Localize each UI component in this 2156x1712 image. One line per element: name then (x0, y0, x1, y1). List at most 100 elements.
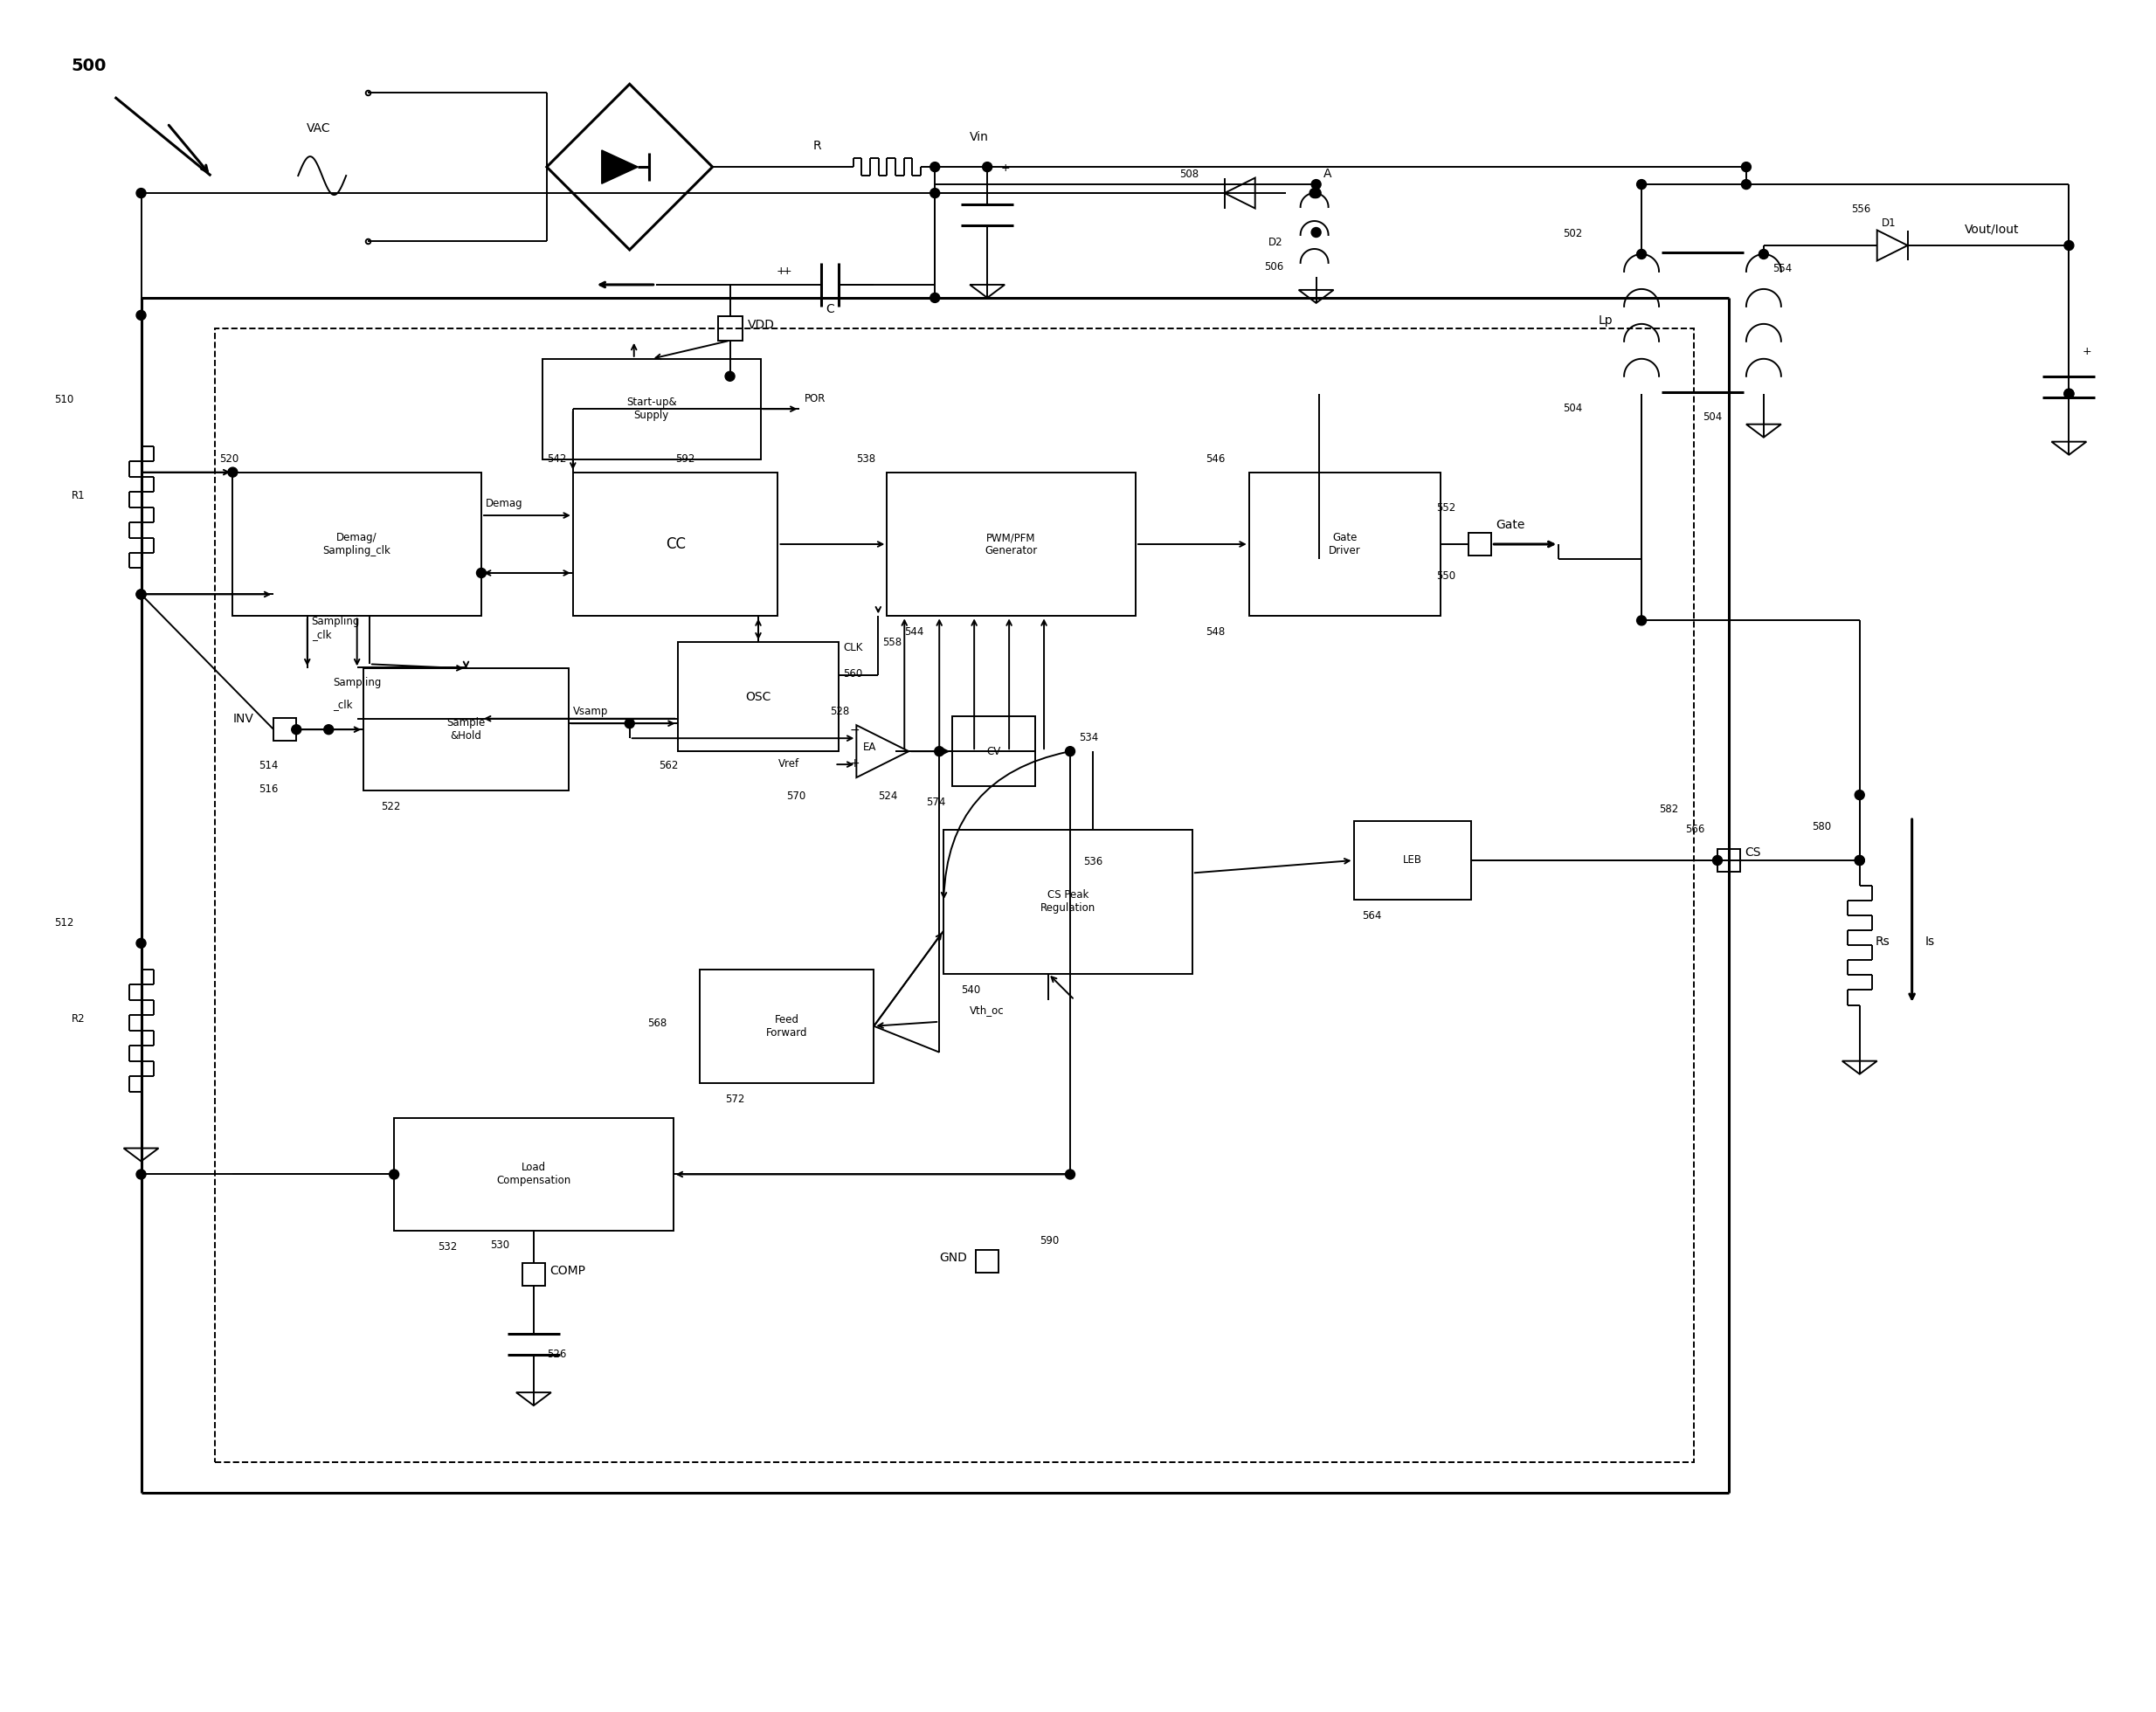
Text: 544: 544 (903, 627, 925, 639)
Circle shape (1636, 250, 1647, 259)
Text: R: R (813, 140, 821, 152)
Text: R2: R2 (71, 1014, 84, 1024)
Bar (543, 360, 761, 459)
Circle shape (625, 719, 634, 728)
Text: 556: 556 (1850, 204, 1871, 216)
Bar (395, 1118, 673, 1231)
Circle shape (1311, 228, 1322, 238)
Text: D1: D1 (1882, 217, 1895, 229)
Circle shape (1854, 791, 1865, 800)
Text: VAC: VAC (306, 123, 332, 135)
Text: 510: 510 (54, 394, 73, 406)
Text: 560: 560 (843, 668, 862, 680)
Text: Feed
Forward: Feed Forward (765, 1014, 806, 1037)
Circle shape (136, 589, 147, 599)
Circle shape (929, 163, 940, 171)
Text: 548: 548 (1205, 627, 1225, 639)
Text: −: − (849, 724, 860, 736)
Circle shape (291, 724, 302, 734)
Circle shape (136, 589, 147, 599)
Text: 568: 568 (647, 1017, 666, 1029)
Bar (944, 830, 1192, 974)
Text: 592: 592 (675, 454, 694, 464)
Circle shape (1742, 163, 1751, 171)
Text: Demag/
Sampling_clk: Demag/ Sampling_clk (323, 532, 390, 556)
Bar (886, 473, 1136, 616)
Text: 558: 558 (882, 637, 901, 649)
Text: 562: 562 (658, 760, 677, 772)
Text: 550: 550 (1436, 570, 1455, 582)
Text: 506: 506 (1263, 262, 1283, 272)
Text: Sampling
_clk: Sampling _clk (313, 616, 360, 640)
Text: 502: 502 (1563, 228, 1583, 240)
Polygon shape (602, 151, 638, 183)
Text: 520: 520 (220, 454, 239, 464)
Text: C: C (826, 303, 834, 315)
Bar (677, 642, 839, 752)
Text: +: + (776, 265, 785, 277)
Text: 526: 526 (548, 1349, 567, 1359)
Circle shape (983, 163, 992, 171)
Text: 590: 590 (1039, 1236, 1059, 1246)
Text: 574: 574 (927, 796, 946, 808)
Text: 572: 572 (727, 1094, 746, 1104)
Text: R1: R1 (71, 490, 84, 502)
Bar (274, 719, 295, 741)
Circle shape (724, 372, 735, 382)
Text: 538: 538 (856, 454, 875, 464)
Circle shape (390, 1169, 399, 1180)
Text: +: + (849, 757, 860, 770)
Bar (216, 329, 1695, 1462)
Bar (953, 716, 1035, 786)
Text: +: + (1000, 163, 1009, 175)
Text: 580: 580 (1811, 822, 1830, 832)
Circle shape (929, 293, 940, 303)
Text: 582: 582 (1658, 803, 1677, 815)
Text: LEB: LEB (1404, 854, 1423, 866)
Text: 508: 508 (1179, 169, 1199, 180)
Text: 504: 504 (1563, 402, 1583, 414)
Text: CLK: CLK (843, 642, 862, 654)
Text: CV: CV (987, 746, 1000, 757)
Circle shape (934, 746, 944, 757)
Circle shape (1311, 188, 1322, 199)
Text: Gate
Driver: Gate Driver (1328, 532, 1360, 556)
Text: POR: POR (804, 394, 826, 404)
Text: 532: 532 (438, 1241, 457, 1253)
Bar (364, 668, 569, 791)
Circle shape (1759, 250, 1768, 259)
Bar (1718, 849, 1740, 871)
Text: Rs: Rs (1876, 936, 1891, 948)
Text: +: + (783, 265, 791, 277)
Circle shape (1065, 1169, 1076, 1180)
Text: CC: CC (666, 536, 686, 551)
Text: Demag: Demag (485, 498, 524, 508)
Text: COMP: COMP (550, 1265, 584, 1277)
Text: 528: 528 (830, 705, 849, 717)
Circle shape (2063, 389, 2074, 399)
Text: 566: 566 (1686, 823, 1705, 835)
Text: PWM/PFM
Generator: PWM/PFM Generator (985, 532, 1037, 556)
Text: Vref: Vref (778, 758, 800, 770)
Text: 530: 530 (489, 1239, 509, 1251)
Text: 536: 536 (1082, 856, 1102, 868)
Text: Vsamp: Vsamp (573, 705, 608, 717)
Text: EA: EA (862, 741, 875, 753)
Bar (1248, 473, 1440, 616)
Text: +: + (2083, 346, 2091, 358)
Text: 504: 504 (1703, 411, 1723, 423)
Bar (977, 1250, 998, 1274)
Text: 540: 540 (962, 984, 981, 996)
Bar (522, 1263, 545, 1286)
Text: 514: 514 (259, 760, 278, 772)
Text: A: A (1324, 168, 1332, 180)
Text: 554: 554 (1772, 264, 1792, 274)
Circle shape (1742, 180, 1751, 190)
Text: Gate: Gate (1496, 519, 1524, 531)
Circle shape (229, 467, 237, 478)
Text: Vin: Vin (970, 132, 990, 144)
Text: 500: 500 (71, 58, 106, 75)
Bar (573, 473, 778, 616)
Text: OSC: OSC (746, 690, 772, 704)
Text: Is: Is (1925, 936, 1934, 948)
